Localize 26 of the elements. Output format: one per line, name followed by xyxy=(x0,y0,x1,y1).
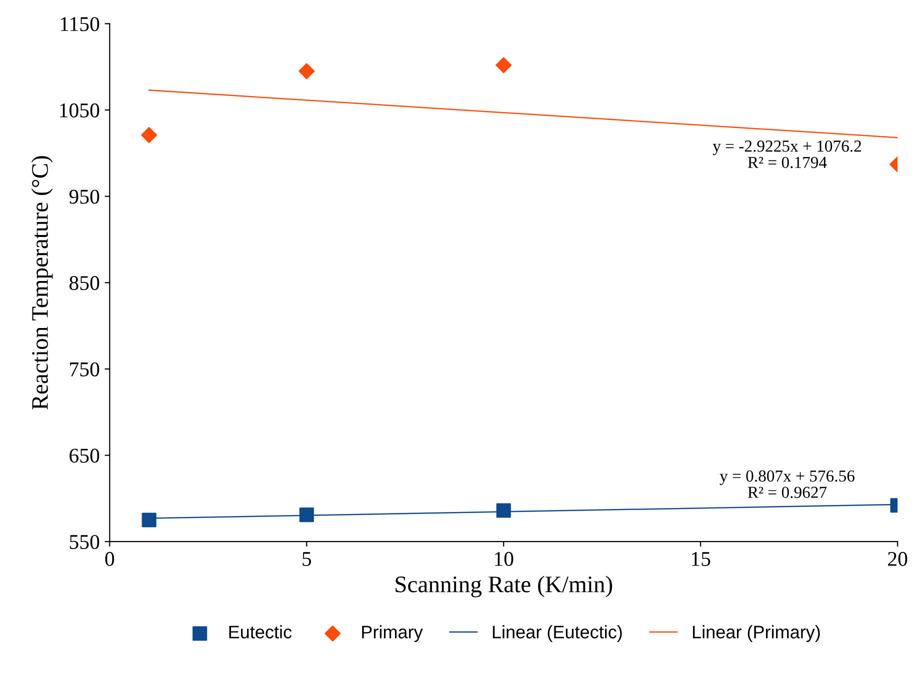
y-tick-label: 750 xyxy=(70,362,100,376)
point xyxy=(141,127,158,144)
legend-label: Eutectic xyxy=(229,625,292,638)
x-tick-label: 0 xyxy=(105,552,114,566)
point xyxy=(298,63,315,80)
annotation: y = -2.9225x + 1076.2 R² = 0.1794 xyxy=(712,140,862,168)
point xyxy=(496,503,511,518)
point xyxy=(299,508,314,522)
x-tick-label: 20 xyxy=(888,552,908,566)
y-tick-label: 850 xyxy=(70,276,100,290)
y-tick-label: 550 xyxy=(70,534,100,550)
legend-label: Linear (Primary) xyxy=(693,625,820,642)
point xyxy=(142,512,156,528)
y-tick-label: 650 xyxy=(70,448,100,463)
x-axis-title: Scanning Rate (K/min) xyxy=(396,576,612,598)
point xyxy=(496,57,512,74)
x-tick-label: 15 xyxy=(692,552,710,566)
y-tick-label: 1050 xyxy=(60,103,100,118)
x-tick-label: 10 xyxy=(495,552,514,566)
y-tick-label: 950 xyxy=(69,190,100,204)
y-axis-title: Reaction Temperature (°C) xyxy=(31,156,53,410)
legend-label: Linear (Eutectic) xyxy=(492,625,622,642)
y-tick-label: 1150 xyxy=(60,17,100,32)
legend-label: Primary xyxy=(362,625,423,642)
annotation: y = 0.807x + 576.56 R² = 0.9627 xyxy=(720,470,854,498)
x-tick-label: 5 xyxy=(302,552,312,566)
